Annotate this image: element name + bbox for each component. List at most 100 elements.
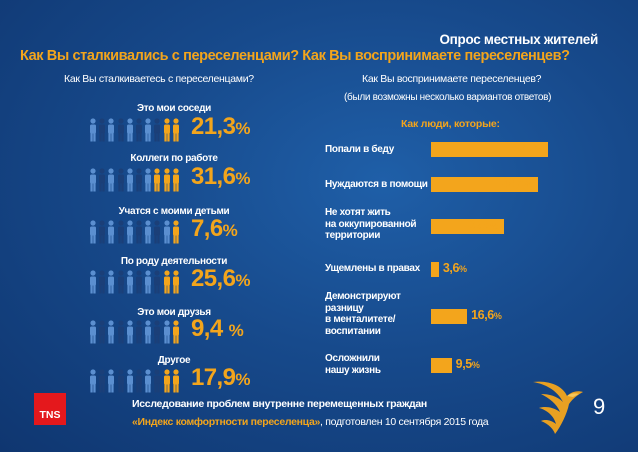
percent-sign: % [493,311,502,321]
group-percentage-number: 25,6 [191,265,236,292]
left-section-header: Как Вы сталкиваетесь с переселенцами? [64,73,254,85]
bar-category-label-line: на оккупированной [325,218,417,230]
bar-value-number: 16,6 [471,308,494,322]
person-icon [153,270,161,299]
bar-value-number: 49,4 [502,176,526,190]
person-highlighted-icon [172,270,180,299]
person-icon [144,220,152,249]
group-label: Это мои соседи [136,103,212,114]
group-label: Другое [157,355,191,366]
bar-category-label-line: территории [325,230,381,241]
bar-category-label-line: Ущемлены в правах [325,263,420,274]
group-label: Это мои друзья [137,307,211,318]
person-icon [135,220,143,249]
percent-sign: % [525,179,533,189]
person-icon [107,270,115,299]
bar-category-label: Не хотят жить на оккупированной территории [325,207,417,242]
person-icon [153,369,161,398]
person-icon [117,270,125,299]
person-highlighted-icon [163,118,171,147]
main-title: Как Вы сталкивались с переселенцами? Как… [20,48,570,64]
percent-sign: % [490,221,499,231]
person-icon [117,320,125,349]
survey-title: Опрос местных жителей [439,32,598,47]
person-icon [107,118,115,147]
person-icon [144,118,152,147]
bar [431,358,452,373]
page-number: 9 [593,394,606,419]
percent-sign: % [228,321,244,340]
person-highlighted-icon [163,369,171,398]
bar [431,219,504,234]
person-icon [89,220,97,249]
percent-sign: % [235,370,250,389]
bar-value-label: 33,5% [467,218,499,232]
bar-value-number: 33,5 [467,218,491,232]
bar-category-label-line: Не хотят жить [325,207,391,218]
percent-sign: % [222,221,238,240]
bar-value-number: 3,6 [442,261,460,275]
bar-value-number: 9,5 [455,357,473,371]
percent-sign: % [534,144,543,154]
group-percentage-number: 21,3 [191,113,236,140]
person-highlighted-icon [172,118,180,147]
group-percentage-number: 17,9 [191,364,236,391]
group-percentage-number: 31,6 [191,163,236,190]
person-icon [98,369,106,398]
person-icon [126,270,134,299]
person-icon [135,369,143,398]
bar-category-label-line: разницу [325,302,364,314]
right-section-header: Как Вы воспринимаете переселенцев? [362,73,542,85]
person-icon [144,369,152,398]
group-label: По роду деятельности [120,256,228,267]
person-icon [163,220,171,249]
person-icon [163,320,171,349]
bar-category-label-line: Попали в беду [325,144,394,155]
group-percentage-number: 7,6 [191,215,223,242]
person-highlighted-icon [163,168,171,197]
group-percentage: 21,3% [191,113,250,141]
bar-category-label-line: в менталитете/ [325,314,396,325]
person-icon [135,118,143,147]
person-icon [89,168,97,197]
group-percentage: 31,6% [191,163,250,191]
footer-study-title: Исследование проблем внутренне перемещен… [132,398,427,410]
person-icon [153,118,161,147]
bar [431,142,548,157]
person-icon [153,220,161,249]
bar-value-label: 49,4% [502,176,533,190]
person-icon [107,168,115,197]
bar-category-label: Демонстрируют разницу в менталитете/воспит… [325,291,401,337]
footer-index-name: «Индекс комфортности переселенца» [132,416,321,428]
person-icon [117,168,125,197]
group-percentage: 17,9% [191,364,250,392]
person-icon [89,118,97,147]
person-icon [135,168,143,197]
person-icon [126,369,134,398]
person-icon [144,270,152,299]
person-highlighted-icon [153,168,161,197]
group-label: Учатся с моими детьми [118,206,230,217]
chart-caption: Как люди, которые: [401,118,500,130]
person-icon [89,320,97,349]
person-icon [117,118,125,147]
bar [431,177,539,192]
group-percentage: 9,4 % [191,315,244,343]
person-icon [107,320,115,349]
group-percentage: 7,6% [191,215,238,243]
footer-study-subtitle: «Индекс комфортности переселенца», подго… [132,416,489,428]
group-label: Коллеги по работе [130,153,218,164]
bar [431,262,439,277]
person-icon [98,168,106,197]
percent-sign: % [459,264,467,274]
bar-category-label-line: воспитании [325,325,381,337]
person-icon [89,270,97,299]
bar-value-label: 3,6% [443,261,467,275]
person-icon [126,168,134,197]
bar-value-number: 53,8 [512,141,535,155]
bar-category-label-line: Демонстрируют [325,291,401,302]
person-icon [153,320,161,349]
person-icon [117,220,125,249]
bar-value-label: 53,8% [512,141,543,155]
person-icon [135,270,143,299]
